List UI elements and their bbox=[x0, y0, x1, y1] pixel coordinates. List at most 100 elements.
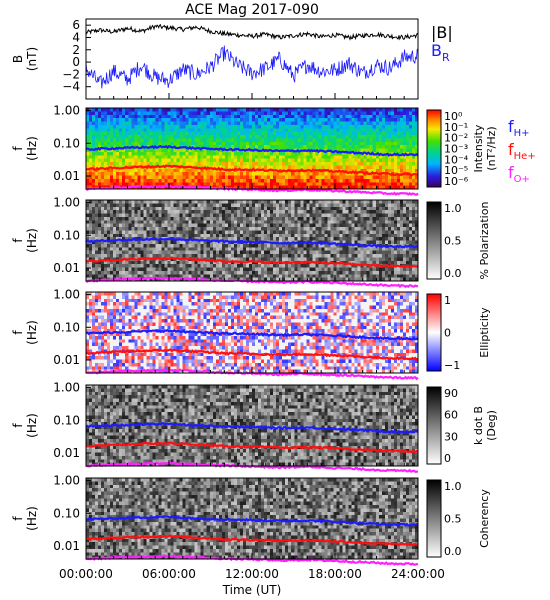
spectrogram-cell bbox=[312, 151, 316, 156]
spectrogram-cell bbox=[300, 111, 304, 116]
spectrogram-cell bbox=[92, 233, 96, 238]
spectrogram-cell bbox=[273, 254, 277, 258]
spectrogram-cell bbox=[291, 233, 295, 238]
spectrogram-cell bbox=[300, 114, 304, 119]
spectrogram-cell bbox=[179, 264, 183, 268]
spectrogram-cell bbox=[107, 138, 111, 143]
spectrogram-cell bbox=[348, 237, 352, 241]
spectrogram-cell bbox=[294, 138, 298, 143]
spectrogram-cell bbox=[224, 121, 229, 126]
spectrogram-cell bbox=[230, 200, 235, 204]
spectrogram-cell bbox=[104, 175, 108, 180]
spectrogram-cell bbox=[134, 138, 138, 143]
spectrogram-cell bbox=[378, 175, 383, 180]
spectrogram-cell bbox=[215, 158, 220, 163]
spectrogram-cell bbox=[104, 108, 108, 112]
spectrogram-cell bbox=[107, 182, 111, 187]
spectrogram-cell bbox=[245, 270, 250, 275]
spectrogram-cell bbox=[360, 135, 365, 139]
spectrogram-cell bbox=[300, 158, 304, 163]
spectrogram-cell bbox=[333, 200, 337, 204]
spectrogram-cell bbox=[200, 108, 205, 112]
spectrogram-cell bbox=[116, 155, 120, 160]
spectrogram-cell bbox=[212, 203, 217, 208]
spectrogram-cell bbox=[221, 175, 226, 180]
spectrogram-cell bbox=[267, 233, 271, 238]
spectrogram-cell bbox=[203, 124, 208, 129]
spectrogram-cell bbox=[255, 162, 259, 166]
spectrogram-cell bbox=[116, 131, 120, 136]
spectrogram-cell bbox=[128, 240, 132, 245]
spectrogram-cell bbox=[230, 203, 235, 208]
spectrogram-cell bbox=[137, 148, 141, 153]
spectrogram-cell bbox=[236, 138, 241, 143]
spectrogram-cell bbox=[191, 203, 196, 208]
spectrogram-cell bbox=[152, 124, 156, 129]
spectrogram-cell bbox=[405, 165, 410, 170]
spectrogram-cell bbox=[134, 216, 138, 221]
spectrogram-cell bbox=[297, 141, 301, 146]
spectrogram-cell bbox=[143, 227, 147, 231]
spectrogram-cell bbox=[321, 108, 325, 112]
spectrogram-cell bbox=[191, 131, 196, 136]
spectrogram-cell bbox=[264, 182, 268, 187]
spectrogram-cell bbox=[357, 138, 362, 143]
spectrogram-cell bbox=[134, 213, 138, 218]
spectrogram-cell bbox=[149, 172, 153, 176]
spectrogram-cell bbox=[258, 128, 262, 133]
spectrogram-cell bbox=[270, 138, 274, 143]
spectrogram-cell bbox=[161, 124, 165, 129]
spectrogram-cell bbox=[110, 108, 114, 112]
spectrogram-cell bbox=[405, 108, 410, 112]
spectrogram-cell bbox=[276, 210, 280, 214]
spectrogram-cell bbox=[339, 118, 343, 122]
spectrogram-cell bbox=[230, 118, 235, 122]
spectrogram-cell bbox=[399, 111, 404, 116]
spectrogram-cell bbox=[164, 233, 168, 238]
spectrogram-cell bbox=[315, 178, 319, 183]
spectrogram-cell bbox=[288, 247, 292, 252]
spectrogram-cell bbox=[137, 210, 141, 214]
spectrogram-cell bbox=[95, 254, 99, 258]
spectrogram-cell bbox=[291, 128, 295, 133]
spectrogram-cell bbox=[92, 141, 96, 146]
spectrogram-cell bbox=[218, 270, 223, 275]
spectrogram-cell bbox=[86, 148, 90, 153]
spectrogram-cell bbox=[110, 151, 114, 156]
spectrogram-cell bbox=[288, 223, 292, 228]
spectrogram-cell bbox=[309, 138, 313, 143]
spectrogram-cell bbox=[143, 121, 147, 126]
spectrogram-cell bbox=[303, 237, 307, 241]
spectrogram-cell bbox=[134, 250, 138, 255]
spectrogram-cell bbox=[288, 237, 292, 241]
spectrogram-cell bbox=[170, 162, 174, 166]
spectrogram-cell bbox=[300, 178, 304, 183]
spectrogram-cell bbox=[372, 135, 377, 139]
spectrogram-cell bbox=[270, 230, 274, 235]
spectrogram-cell bbox=[330, 223, 334, 228]
spectrogram-cell bbox=[104, 158, 108, 163]
spectrogram-cell bbox=[143, 182, 147, 187]
spectrogram-cell bbox=[267, 141, 271, 146]
spectrogram-cell bbox=[369, 165, 374, 170]
spectrogram-cell bbox=[176, 158, 180, 163]
spectrogram-cell bbox=[149, 223, 153, 228]
spectrogram-cell bbox=[233, 124, 238, 129]
spectrogram-cell bbox=[95, 155, 99, 160]
spectrogram-cell bbox=[297, 247, 301, 252]
legend-radial-label: BR bbox=[431, 41, 450, 64]
spectrogram-cell bbox=[411, 138, 416, 143]
spectrogram-cell bbox=[375, 118, 380, 122]
spectrogram-cell bbox=[230, 182, 235, 187]
spectrogram-cell bbox=[270, 274, 274, 279]
spectrogram-cell bbox=[303, 250, 307, 255]
spectrogram-cell bbox=[306, 138, 310, 143]
spectrogram-cell bbox=[342, 206, 346, 211]
spectrogram-cell bbox=[149, 267, 153, 272]
spectrogram-cell bbox=[143, 230, 147, 235]
spectrogram-cell bbox=[134, 274, 138, 279]
spectrogram-cell bbox=[128, 216, 132, 221]
spectrogram-cell bbox=[164, 247, 168, 252]
spectrogram-cell bbox=[233, 274, 238, 279]
spectrogram-cell bbox=[294, 230, 298, 235]
